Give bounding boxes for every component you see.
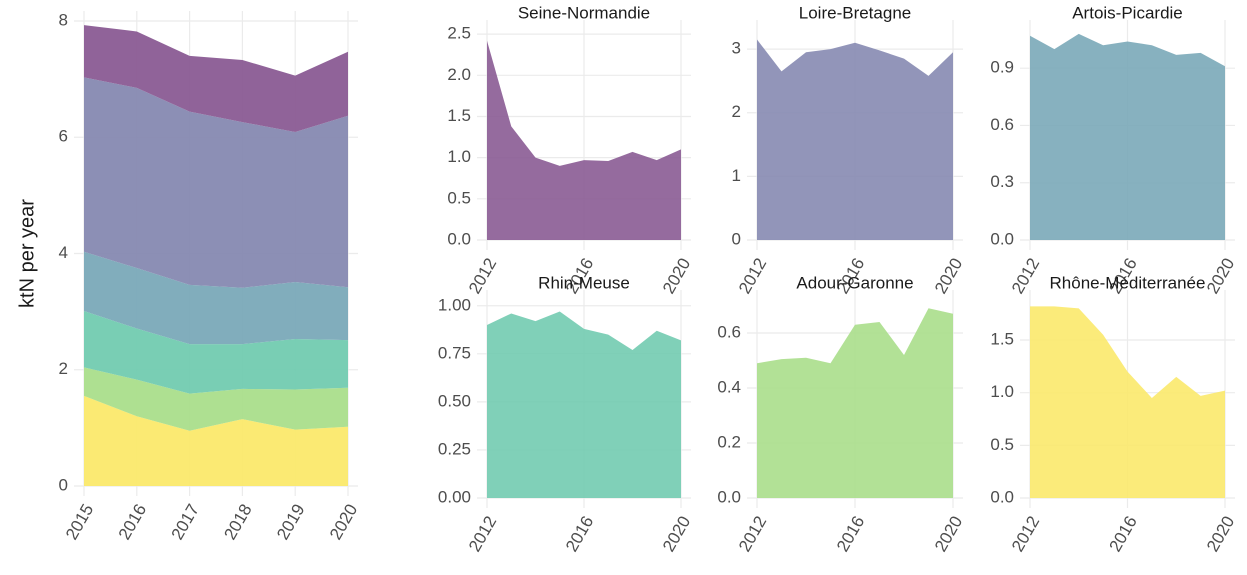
y-tick-label: 2.5 [447,24,471,43]
y-tick-label: 0.0 [447,229,471,248]
y-tick-label: 2 [732,102,741,121]
y-tick-label: 0.3 [990,172,1014,191]
x-tick-label: 2020 [931,255,966,297]
y-tick-label: 2 [59,359,68,378]
y-tick-label: 0 [59,475,68,494]
y-tick-label: 0.6 [990,115,1014,134]
y-tick-label: 1.5 [990,330,1014,349]
y-tick-label: 0.0 [990,487,1014,506]
y-tick-label: 0.0 [717,487,741,506]
y-tick-label: 0 [732,229,741,248]
x-tick-label: 2020 [659,255,694,297]
y-tick-label: 1.0 [447,147,471,166]
x-tick-label: 2020 [931,513,966,555]
area [84,251,348,345]
y-tick-label: 1.00 [438,295,471,314]
x-tick-label: 2016 [562,513,597,555]
y-tick-label: 0.0 [990,229,1014,248]
x-tick-label: 2020 [326,501,361,543]
panel-title: Loire-Bretagne [799,3,911,22]
y-tick-label: 2.0 [447,65,471,84]
y-tick-label: 0.9 [990,58,1014,77]
area [84,77,348,288]
panel-title: Adour-Garonne [796,273,913,292]
panel-title: Seine-Normandie [518,3,650,22]
area [84,367,348,431]
x-tick-label: 2018 [220,501,255,543]
y-tick-label: 6 [59,127,68,146]
x-tick-label: 2020 [1203,513,1238,555]
area [84,311,348,394]
y-tick-label: 1.0 [990,382,1014,401]
y-tick-label: 3 [732,39,741,58]
x-tick-label: 2019 [273,501,308,543]
x-tick-label: 2020 [1203,255,1238,297]
y-tick-label: 0.4 [717,377,741,396]
y-tick-label: 0.5 [447,188,471,207]
x-tick-label: 2016 [1105,513,1140,555]
area [757,39,953,240]
area [84,395,348,486]
y-tick-label: 0.2 [717,432,741,451]
x-tick-label: 2012 [1008,255,1043,297]
y-tick-label: 1.5 [447,106,471,125]
panel-title: Rhin-Meuse [538,273,630,292]
area [84,25,348,133]
x-tick-label: 2012 [735,255,770,297]
area [1030,33,1225,241]
x-tick-label: 2015 [62,501,97,543]
y-tick-label: 0.25 [438,439,471,458]
x-tick-label: 2016 [833,513,868,555]
y-axis-title: ktN per year [16,199,38,308]
y-tick-label: 0.5 [990,435,1014,454]
y-tick-label: 0.00 [438,487,471,506]
panel-title: Artois-Picardie [1072,3,1183,22]
x-tick-label: 2012 [1008,513,1043,555]
area [757,308,953,498]
y-tick-label: 0.6 [717,322,741,341]
x-tick-label: 2012 [465,513,500,555]
y-tick-label: 0.75 [438,343,471,362]
x-tick-label: 2020 [659,513,694,555]
area [487,311,681,498]
x-tick-label: 2012 [465,255,500,297]
panel-title: Rhône-Méditerranée [1050,273,1206,292]
y-tick-label: 8 [59,10,68,29]
y-tick-label: 0.50 [438,391,471,410]
area [1030,306,1225,498]
area [487,40,681,240]
x-tick-label: 2017 [168,501,203,543]
y-tick-label: 4 [59,243,68,262]
y-tick-label: 1 [732,166,741,185]
x-tick-label: 2012 [735,513,770,555]
x-tick-label: 2016 [115,501,150,543]
